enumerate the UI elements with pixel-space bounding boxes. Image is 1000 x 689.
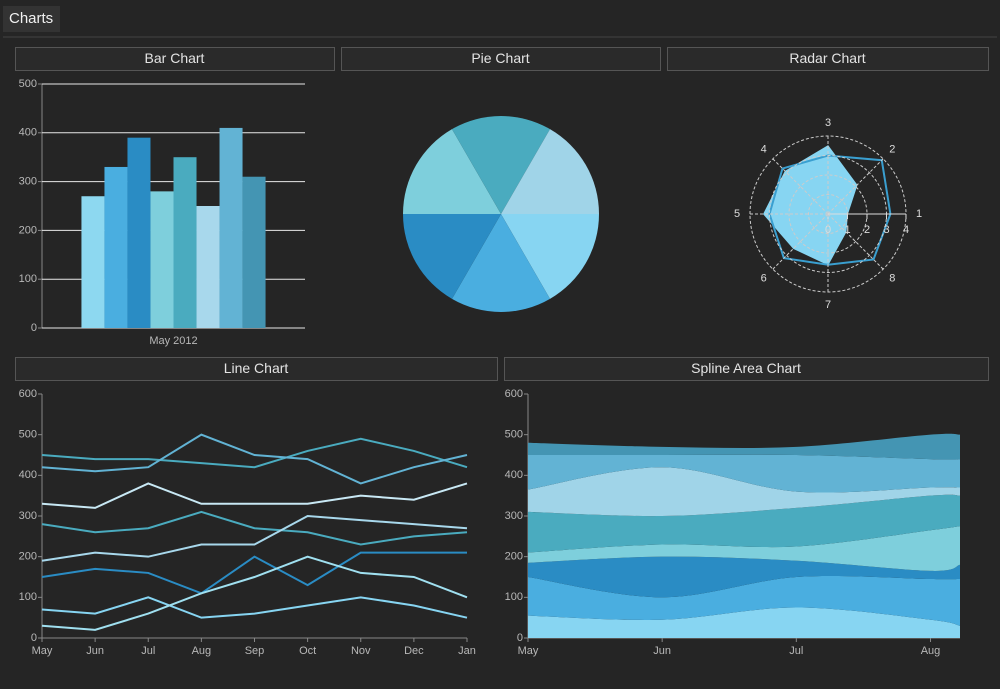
y-tick-label: 500 bbox=[19, 429, 37, 441]
header-title: Charts bbox=[9, 10, 53, 27]
panel-title-box bbox=[341, 47, 661, 71]
bar bbox=[242, 176, 266, 328]
r-tick-label: 4 bbox=[903, 224, 909, 236]
radar-axis-label: 4 bbox=[761, 144, 767, 156]
y-tick-label: 500 bbox=[19, 78, 37, 90]
area-series bbox=[528, 575, 960, 626]
y-tick-label: 100 bbox=[505, 591, 523, 603]
panel-title-box bbox=[15, 47, 335, 71]
bar bbox=[219, 127, 243, 328]
line-series bbox=[41, 551, 467, 595]
line-series bbox=[41, 510, 468, 546]
x-tick-label: May 2012 bbox=[149, 335, 197, 347]
header-tab[interactable] bbox=[3, 6, 60, 32]
bar bbox=[81, 196, 105, 328]
y-tick-label: 600 bbox=[505, 388, 523, 400]
pie-slice bbox=[501, 129, 599, 214]
x-tick-label: Jun bbox=[86, 645, 104, 657]
panel-title: Spline Area Chart bbox=[691, 360, 801, 376]
r-tick-label: 2 bbox=[864, 224, 870, 236]
y-tick-label: 200 bbox=[19, 551, 37, 563]
x-tick-label: Sep bbox=[245, 645, 265, 657]
bar bbox=[173, 157, 197, 328]
line-series bbox=[41, 433, 468, 485]
y-tick-label: 100 bbox=[19, 273, 37, 285]
y-tick-label: 400 bbox=[19, 469, 37, 481]
radar-axis-label: 7 bbox=[825, 299, 831, 311]
x-tick-label: Jan bbox=[458, 645, 476, 657]
line-series bbox=[41, 596, 468, 619]
area-series bbox=[528, 607, 960, 638]
r-tick-label: 3 bbox=[883, 224, 889, 236]
y-tick-label: 300 bbox=[505, 510, 523, 522]
y-tick-label: 0 bbox=[517, 632, 523, 644]
y-tick-label: 400 bbox=[505, 469, 523, 481]
y-tick-label: 300 bbox=[19, 510, 37, 522]
radar-spoke bbox=[772, 213, 829, 270]
line-series bbox=[41, 437, 468, 469]
y-tick-label: 100 bbox=[19, 591, 37, 603]
panel-title-box bbox=[504, 357, 989, 381]
panel-title: Radar Chart bbox=[789, 50, 865, 66]
area-series bbox=[528, 526, 960, 571]
radar-spoke bbox=[827, 158, 884, 215]
x-tick-label: May bbox=[518, 645, 539, 657]
radar-axis-label: 1 bbox=[916, 208, 922, 220]
radar-line bbox=[768, 154, 892, 266]
radar-axis-label: 6 bbox=[761, 272, 767, 284]
y-tick-label: 400 bbox=[19, 127, 37, 139]
panel-title: Line Chart bbox=[224, 360, 289, 376]
x-tick-label: Aug bbox=[921, 645, 941, 657]
y-tick-label: 200 bbox=[505, 551, 523, 563]
x-tick-label: May bbox=[32, 645, 53, 657]
area-series bbox=[528, 454, 960, 493]
panel-title: Bar Chart bbox=[145, 50, 205, 66]
y-tick-label: 500 bbox=[505, 429, 523, 441]
bar bbox=[104, 166, 128, 328]
y-tick-label: 200 bbox=[19, 224, 37, 236]
x-tick-label: Jul bbox=[141, 645, 155, 657]
line-series bbox=[41, 514, 468, 562]
radar-spoke bbox=[772, 158, 829, 215]
line-series bbox=[41, 482, 468, 509]
pie-slice bbox=[403, 129, 501, 214]
radar-spoke bbox=[827, 213, 884, 270]
x-tick-label: Jun bbox=[653, 645, 671, 657]
bar bbox=[150, 191, 174, 328]
x-tick-label: Dec bbox=[404, 645, 424, 657]
y-tick-label: 0 bbox=[31, 632, 37, 644]
r-tick-label: 1 bbox=[844, 224, 850, 236]
pie-slice bbox=[501, 214, 599, 299]
y-tick-label: 600 bbox=[19, 388, 37, 400]
panel-title: Pie Chart bbox=[471, 50, 529, 66]
area-series bbox=[528, 467, 960, 517]
panel-title-box bbox=[15, 357, 498, 381]
x-tick-label: Nov bbox=[351, 645, 371, 657]
x-tick-label: Jul bbox=[789, 645, 803, 657]
radar-axis-label: 3 bbox=[825, 117, 831, 129]
y-tick-label: 300 bbox=[19, 176, 37, 188]
bar bbox=[196, 206, 220, 328]
pie-slice bbox=[403, 214, 501, 299]
area-series bbox=[528, 433, 960, 460]
radar-axis-label: 2 bbox=[889, 144, 895, 156]
x-tick-label: Oct bbox=[299, 645, 316, 657]
pie-slice bbox=[452, 115, 550, 214]
radar-area bbox=[763, 145, 858, 266]
line-series bbox=[41, 555, 468, 631]
y-tick-label: 0 bbox=[31, 322, 37, 334]
bar bbox=[127, 137, 151, 328]
panel-title-box bbox=[667, 47, 989, 71]
radar-axis-label: 8 bbox=[889, 272, 895, 284]
x-tick-label: Aug bbox=[192, 645, 212, 657]
area-series bbox=[528, 494, 960, 553]
radar-axis-label: 5 bbox=[734, 208, 740, 220]
area-series bbox=[528, 556, 960, 598]
pie-slice bbox=[452, 214, 550, 312]
